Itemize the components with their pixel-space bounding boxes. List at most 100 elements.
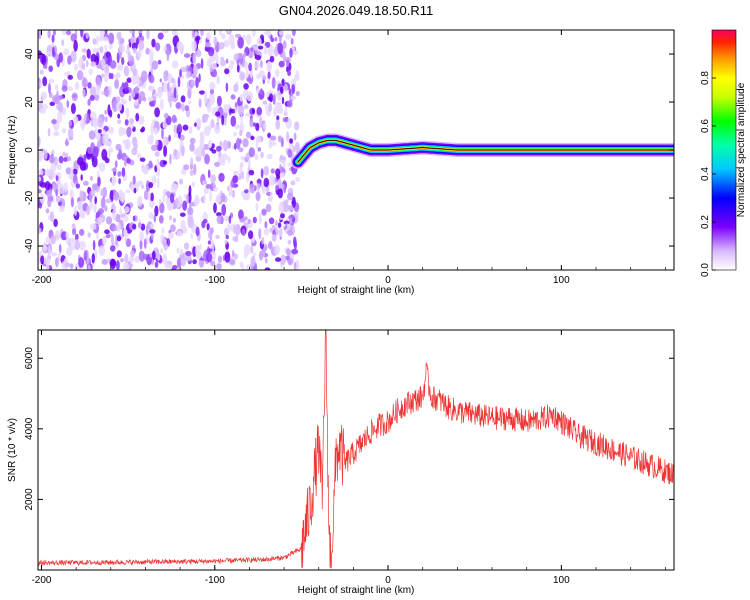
noise-blob (53, 218, 58, 228)
noise-blob (275, 184, 280, 191)
noise-blob (52, 194, 55, 204)
noise-blob (92, 240, 96, 251)
noise-blob (228, 215, 232, 224)
noise-blob (289, 217, 293, 225)
noise-blob (227, 30, 230, 34)
noise-blob (64, 262, 71, 268)
noise-blob (287, 192, 294, 201)
noise-blob (69, 263, 74, 269)
noise-blob (120, 193, 125, 204)
noise-blob (43, 256, 51, 266)
noise-blob (38, 30, 42, 40)
noise-blob (73, 115, 79, 125)
noise-blob (271, 234, 277, 242)
noise-blob (240, 190, 246, 197)
noise-blob (227, 156, 231, 163)
noise-blob (173, 148, 178, 157)
noise-blob (113, 191, 120, 201)
noise-blob (191, 181, 195, 188)
noise-blob (133, 143, 138, 150)
noise-blob (275, 119, 281, 130)
noise-blob (243, 104, 249, 110)
noise-blob (62, 30, 66, 36)
noise-blob (55, 195, 62, 203)
noise-blob (50, 252, 58, 257)
noise-blob (87, 264, 91, 270)
noise-blob (265, 101, 268, 114)
noise-blob (277, 42, 284, 55)
noise-blob (243, 244, 251, 256)
noise-blob (214, 161, 221, 167)
noise-blob (168, 232, 175, 239)
noise-blob (225, 234, 229, 240)
noise-blob (65, 167, 72, 175)
noise-blob (116, 222, 121, 232)
noise-blob (179, 212, 186, 217)
noise-blob (189, 143, 195, 152)
noise-blob (55, 257, 59, 268)
noise-blob (94, 85, 101, 96)
noise-blob (74, 63, 78, 72)
noise-blob (94, 196, 97, 205)
noise-blob (121, 128, 127, 135)
noise-blob (267, 61, 272, 71)
noise-blob (57, 183, 65, 195)
noise-blob (122, 261, 130, 270)
noise-blob (152, 90, 155, 95)
noise-blob (161, 227, 165, 234)
noise-blob (233, 224, 236, 235)
noise-blob (89, 95, 95, 101)
noise-blob (110, 73, 114, 80)
noise-blob (262, 100, 268, 105)
noise-blob (91, 156, 98, 168)
noise-blob (246, 91, 253, 102)
noise-blob (137, 153, 142, 160)
noise-blob (275, 69, 280, 78)
noise-blob (218, 151, 222, 159)
noise-blob (244, 61, 248, 70)
noise-blob (265, 258, 268, 264)
colorbar-tick-label: 0.2 (700, 215, 711, 229)
noise-blob (188, 100, 192, 105)
noise-blob (135, 73, 140, 85)
noise-blob (183, 242, 190, 250)
noise-blob (148, 212, 154, 220)
noise-blob (39, 182, 47, 188)
noise-blob (280, 254, 286, 265)
snr-y-tick-label: 6000 (24, 347, 35, 370)
noise-blob (183, 164, 190, 171)
noise-blob (201, 147, 206, 157)
noise-blob (133, 187, 137, 194)
noise-blob (234, 223, 241, 236)
noise-blob (96, 47, 100, 53)
noise-blob (286, 100, 293, 108)
noise-blob (200, 58, 204, 69)
noise-blob (161, 30, 169, 34)
noise-blob (154, 261, 159, 268)
noise-blob (97, 117, 104, 128)
noise-blob (203, 193, 206, 204)
noise-blob (227, 66, 231, 77)
noise-blob (65, 231, 69, 239)
noise-blob (71, 223, 76, 229)
noise-blob (225, 82, 229, 93)
noise-blob (226, 140, 232, 149)
noise-blob (179, 248, 184, 256)
colorbar-tick-label: 0.6 (700, 119, 711, 133)
noise-blob (151, 38, 156, 48)
noise-blob (258, 228, 262, 240)
noise-blob (234, 235, 239, 243)
noise-blob (209, 190, 212, 202)
noise-blob (290, 95, 297, 101)
noise-blob (270, 37, 275, 43)
noise-blob (207, 140, 213, 149)
noise-blob (284, 255, 290, 261)
noise-blob (104, 205, 108, 212)
spectrogram-y-tick-label: 40 (24, 48, 35, 60)
noise-blob (229, 60, 234, 70)
noise-blob (83, 180, 89, 186)
noise-blob (47, 127, 51, 137)
noise-blob (171, 60, 179, 69)
